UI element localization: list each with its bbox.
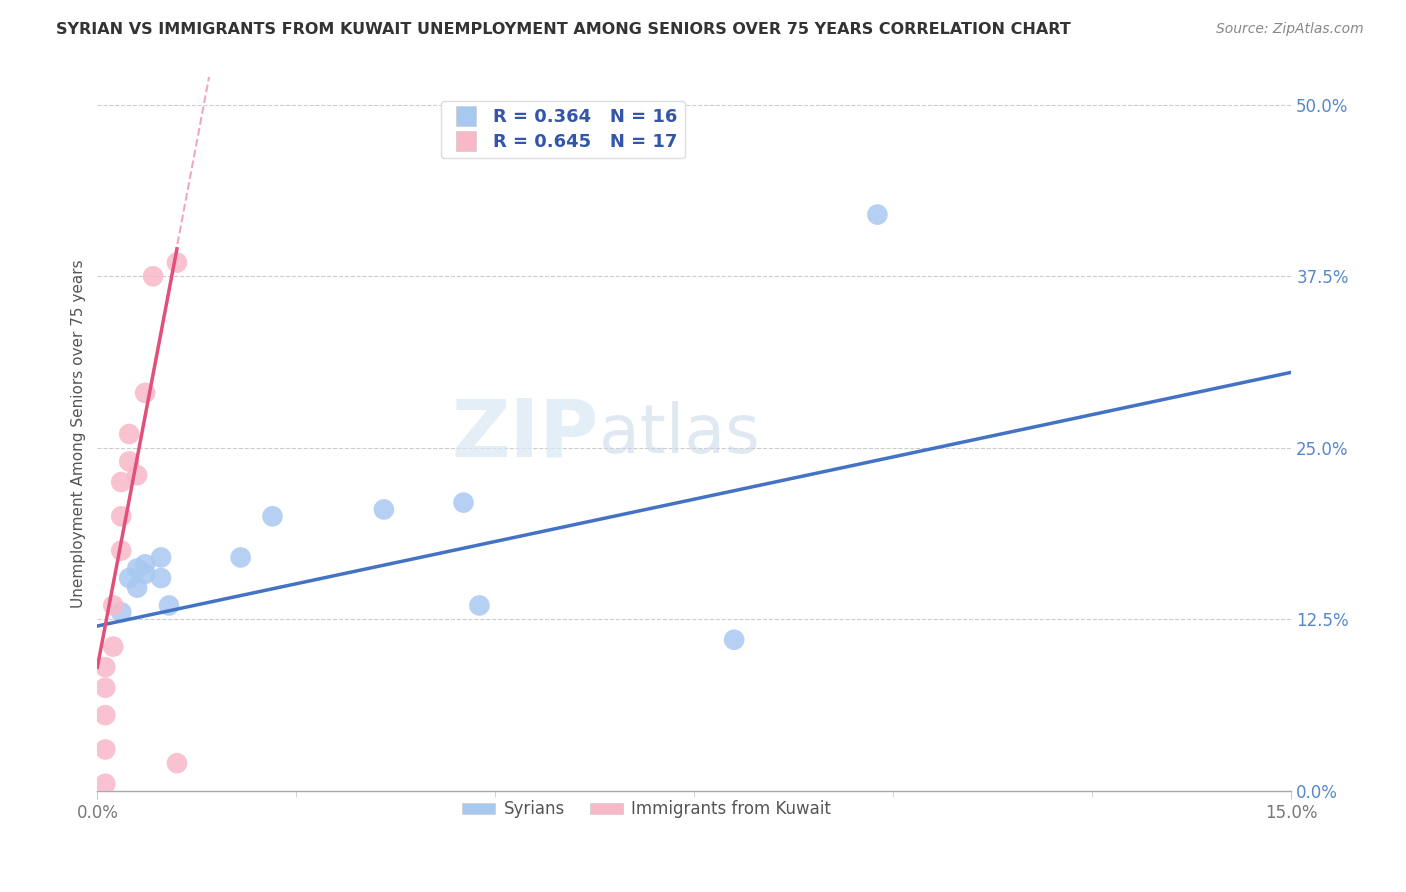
- Point: [157, 599, 180, 613]
- Point: [110, 509, 132, 524]
- Point: [118, 427, 141, 442]
- Point: [110, 605, 132, 619]
- Point: [94, 742, 117, 756]
- Text: Source: ZipAtlas.com: Source: ZipAtlas.com: [1216, 22, 1364, 37]
- Point: [166, 756, 188, 771]
- Point: [94, 777, 117, 791]
- Point: [127, 581, 149, 595]
- Point: [723, 632, 745, 647]
- Point: [118, 571, 141, 585]
- Point: [118, 454, 141, 468]
- Text: SYRIAN VS IMMIGRANTS FROM KUWAIT UNEMPLOYMENT AMONG SENIORS OVER 75 YEARS CORREL: SYRIAN VS IMMIGRANTS FROM KUWAIT UNEMPLO…: [56, 22, 1071, 37]
- Point: [127, 468, 149, 483]
- Text: ZIP: ZIP: [451, 395, 599, 473]
- Text: atlas: atlas: [599, 401, 759, 467]
- Point: [110, 543, 132, 558]
- Point: [468, 599, 491, 613]
- Point: [262, 509, 284, 524]
- Y-axis label: Unemployment Among Seniors over 75 years: Unemployment Among Seniors over 75 years: [72, 260, 86, 608]
- Point: [103, 599, 125, 613]
- Point: [134, 558, 156, 572]
- Point: [166, 255, 188, 269]
- Point: [134, 566, 156, 581]
- Point: [94, 708, 117, 723]
- Point: [110, 475, 132, 489]
- Point: [142, 269, 165, 284]
- Point: [150, 550, 173, 565]
- Point: [134, 385, 156, 400]
- Point: [373, 502, 395, 516]
- Point: [150, 571, 173, 585]
- Point: [453, 495, 475, 509]
- Point: [103, 640, 125, 654]
- Point: [127, 561, 149, 575]
- Point: [229, 550, 252, 565]
- Point: [94, 681, 117, 695]
- Legend: Syrians, Immigrants from Kuwait: Syrians, Immigrants from Kuwait: [456, 794, 838, 825]
- Point: [94, 660, 117, 674]
- Point: [866, 208, 889, 222]
